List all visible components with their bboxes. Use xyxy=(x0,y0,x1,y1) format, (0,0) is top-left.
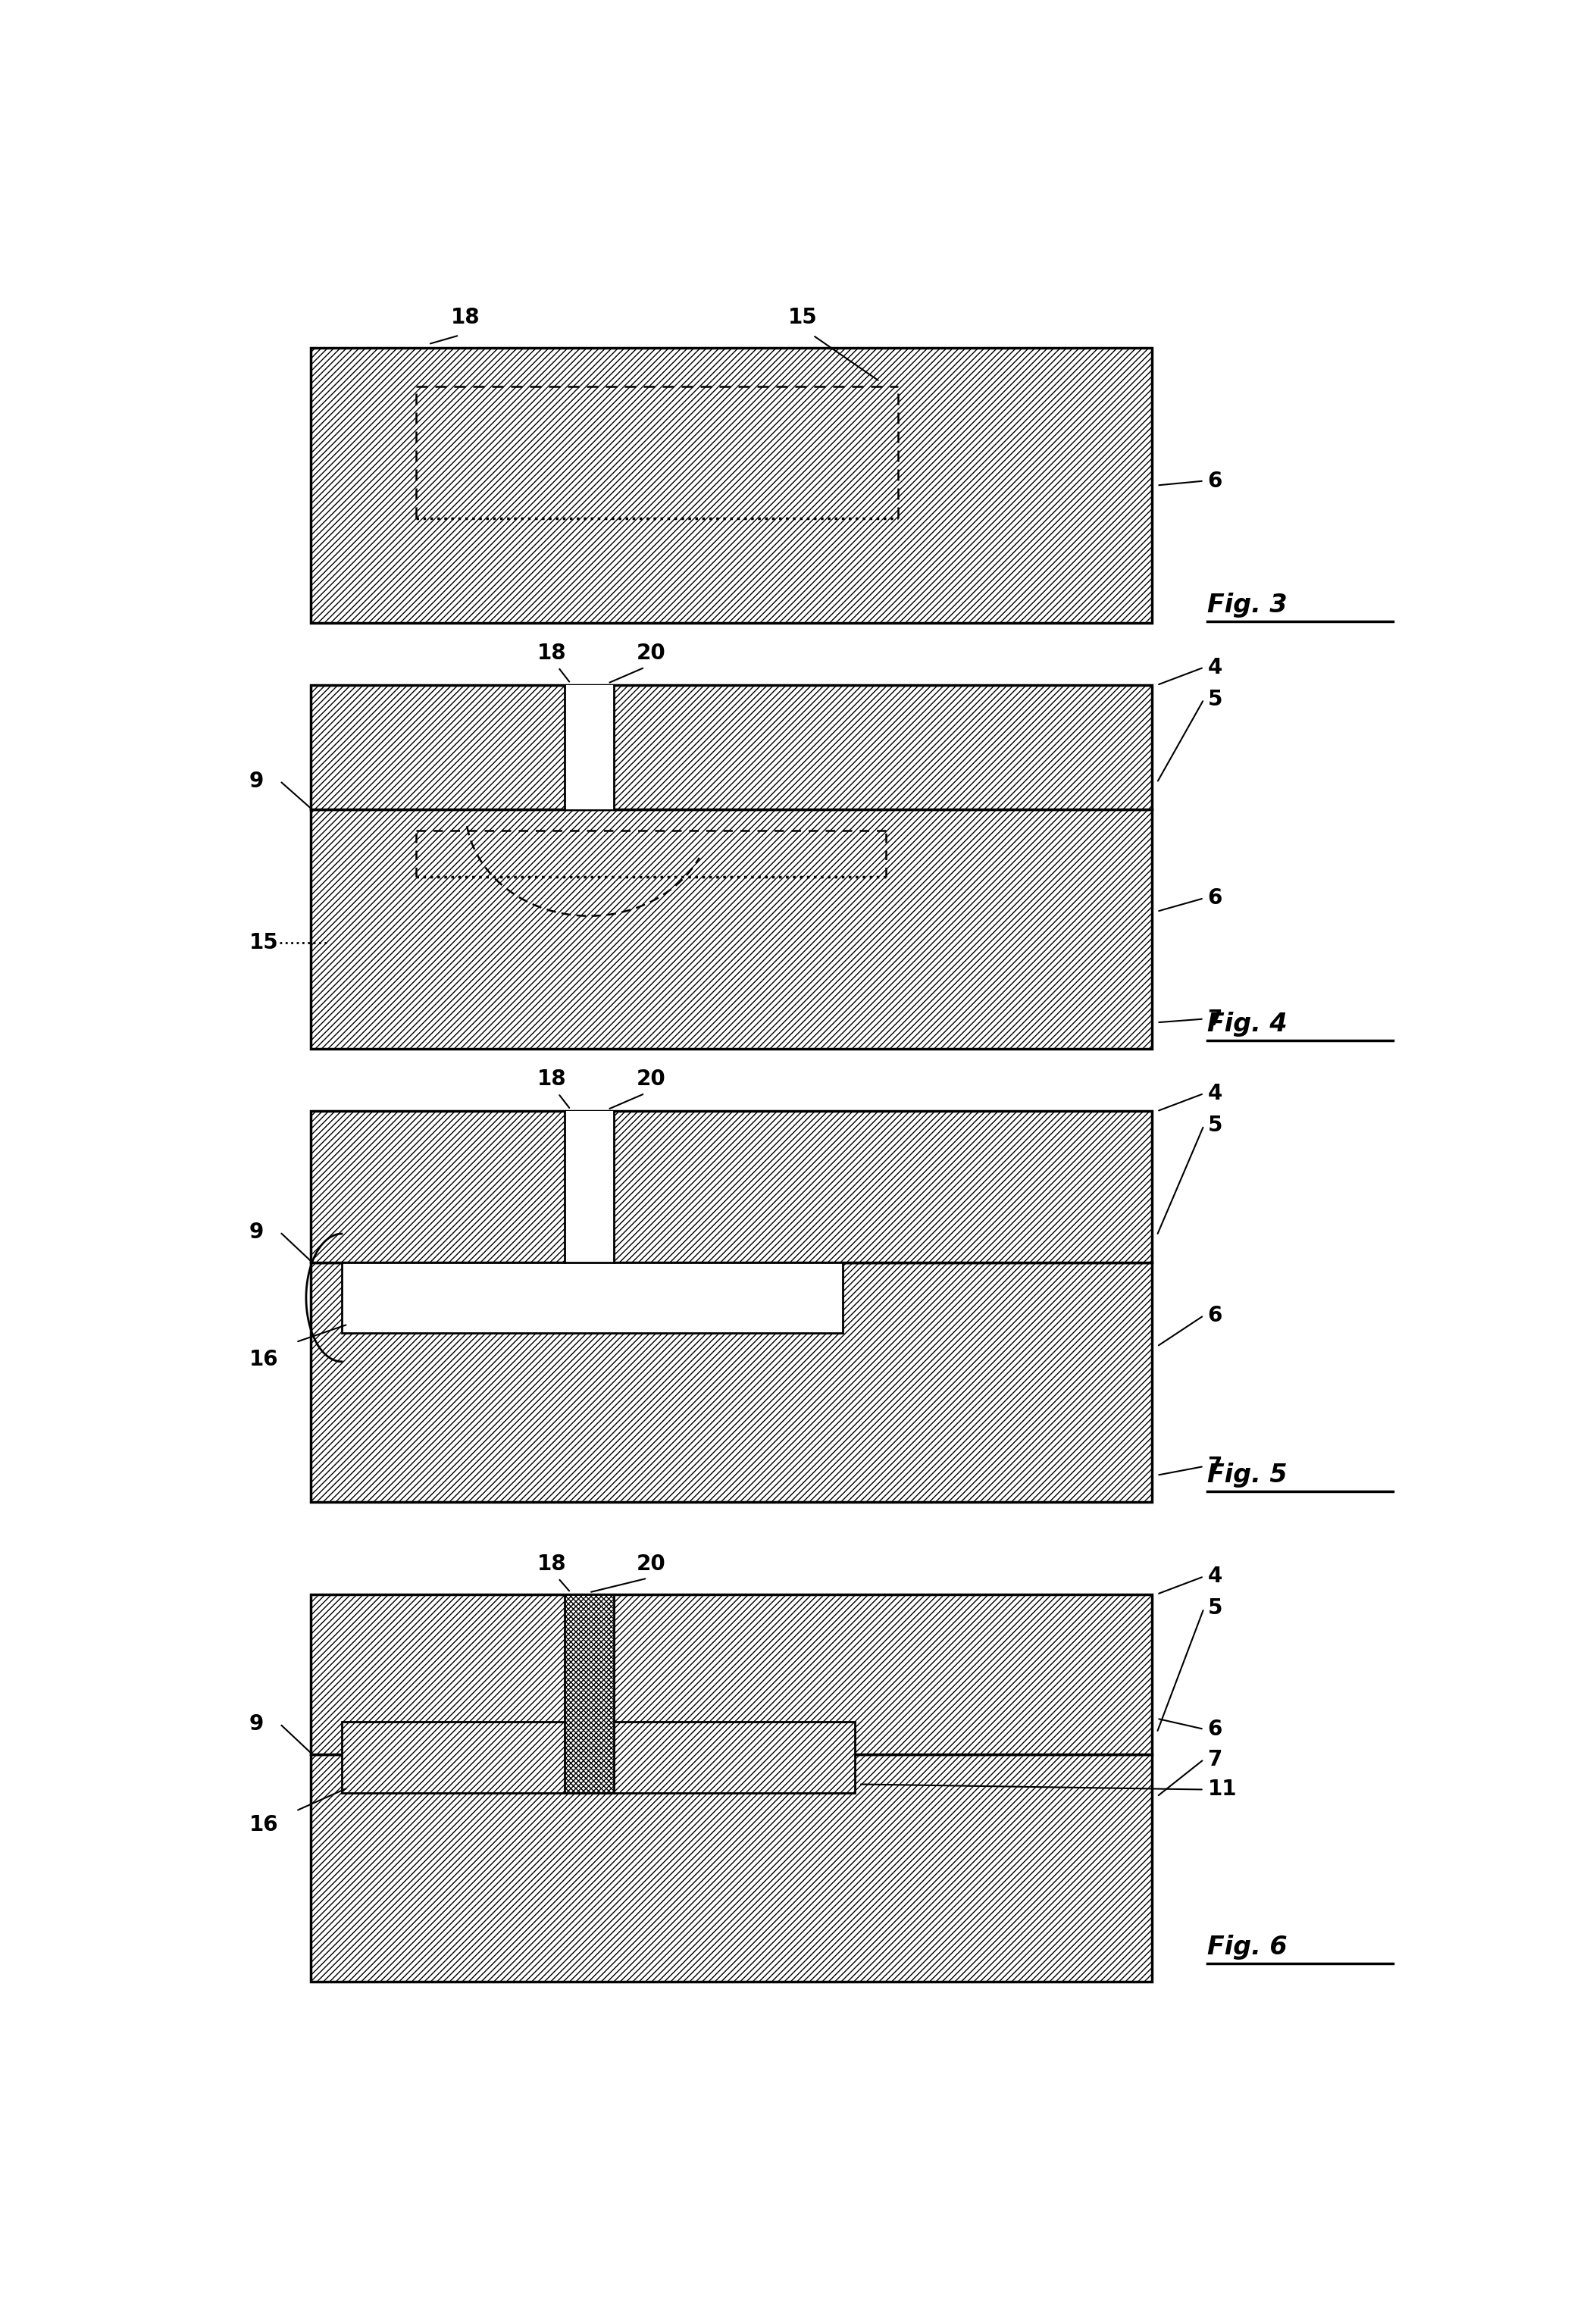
Text: 20: 20 xyxy=(637,643,666,664)
Text: 9: 9 xyxy=(249,1713,263,1734)
Text: 16: 16 xyxy=(249,1815,278,1836)
Bar xyxy=(311,348,1152,623)
Text: 11: 11 xyxy=(1208,1778,1237,1801)
Bar xyxy=(565,685,614,809)
Bar xyxy=(311,1755,1152,1981)
Text: 4: 4 xyxy=(1208,1084,1223,1105)
Text: 18: 18 xyxy=(538,643,567,664)
Text: 9: 9 xyxy=(249,770,263,791)
Bar xyxy=(311,685,1152,809)
Bar xyxy=(311,1261,1152,1501)
Text: 16: 16 xyxy=(249,1349,278,1370)
Bar xyxy=(311,1111,1152,1261)
Text: 6: 6 xyxy=(1208,1305,1223,1326)
Bar xyxy=(565,1593,614,1794)
Text: 4: 4 xyxy=(1208,657,1223,678)
Text: Fig. 5: Fig. 5 xyxy=(1208,1462,1288,1487)
Bar xyxy=(342,1723,855,1794)
Text: 18: 18 xyxy=(538,1554,567,1575)
Text: Fig. 4: Fig. 4 xyxy=(1208,1012,1288,1038)
Text: 9: 9 xyxy=(249,1222,263,1243)
Text: 18: 18 xyxy=(538,1068,567,1091)
Text: Fig. 3: Fig. 3 xyxy=(1208,593,1288,618)
Text: 7: 7 xyxy=(1208,1455,1223,1478)
Text: 15: 15 xyxy=(788,307,817,327)
Text: 20: 20 xyxy=(637,1554,666,1575)
Text: 5: 5 xyxy=(1208,689,1223,710)
Text: Fig. 6: Fig. 6 xyxy=(1208,1935,1288,1960)
Text: 6: 6 xyxy=(1208,1718,1223,1739)
Text: 15: 15 xyxy=(249,932,278,952)
Text: 6: 6 xyxy=(1208,470,1223,491)
Text: 6: 6 xyxy=(1208,888,1223,909)
Text: 7: 7 xyxy=(1208,1008,1223,1028)
Text: 5: 5 xyxy=(1208,1598,1223,1619)
Text: 18: 18 xyxy=(450,307,480,327)
Text: 7: 7 xyxy=(1208,1748,1223,1771)
Bar xyxy=(342,1261,843,1333)
Text: 5: 5 xyxy=(1208,1114,1223,1137)
Text: 20: 20 xyxy=(637,1068,666,1091)
Bar xyxy=(311,1593,1152,1755)
Bar xyxy=(565,1111,614,1261)
Text: 4: 4 xyxy=(1208,1566,1223,1587)
Bar xyxy=(311,809,1152,1049)
